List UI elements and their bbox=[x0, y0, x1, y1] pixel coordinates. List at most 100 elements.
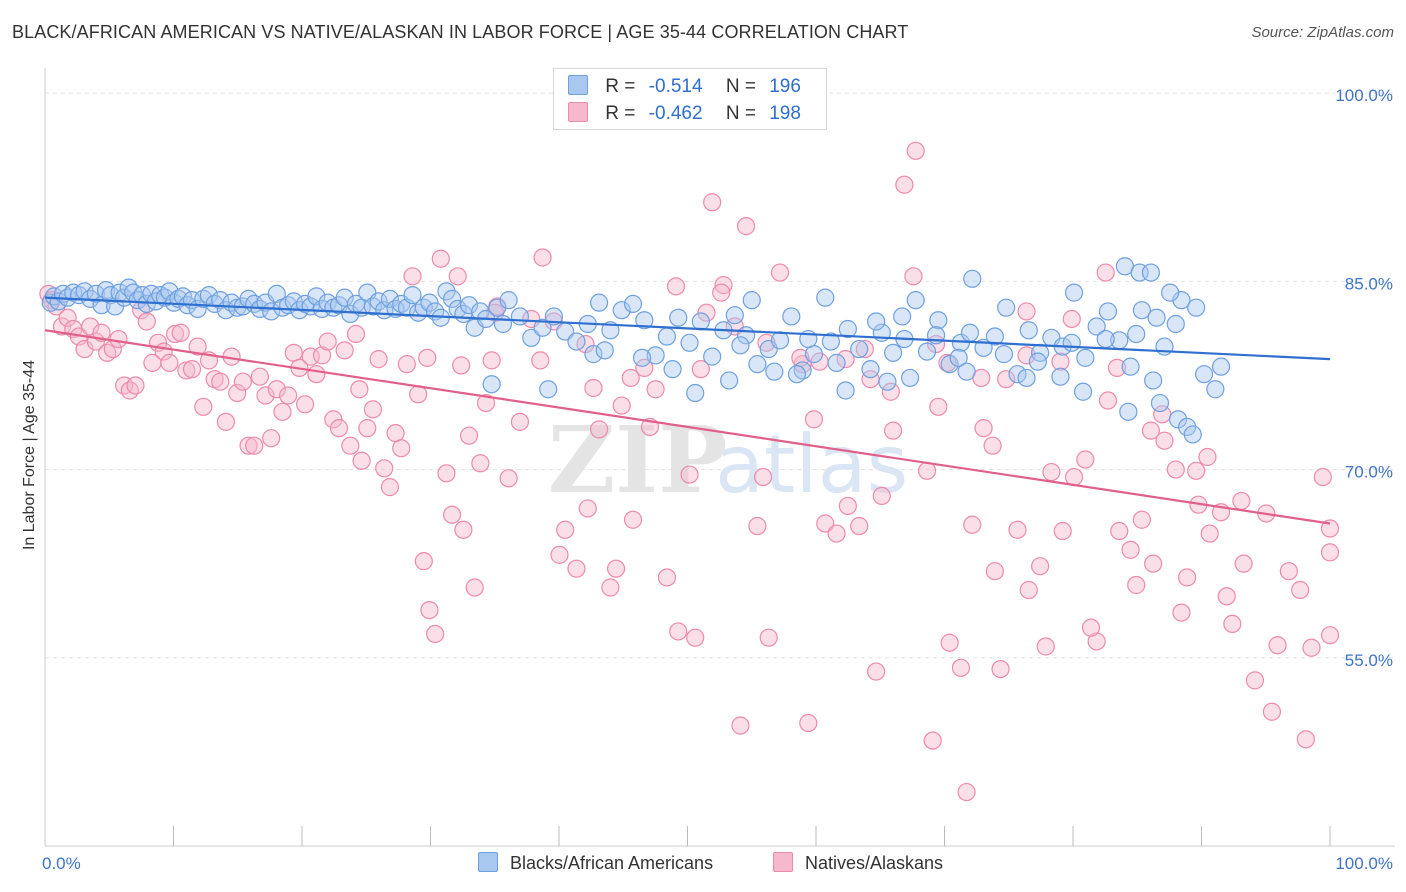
pink-point-91 bbox=[612, 396, 631, 415]
pink-point-42 bbox=[273, 402, 292, 421]
blue-point-169 bbox=[1141, 263, 1161, 282]
blue-point-185 bbox=[960, 323, 980, 342]
legend-n-value-blue: 196 bbox=[769, 76, 801, 97]
pink-point-65 bbox=[403, 267, 422, 286]
blue-point-69 bbox=[403, 286, 422, 305]
blue-point-157 bbox=[1150, 393, 1170, 413]
pink-point-167 bbox=[1127, 575, 1146, 595]
pink-point-63 bbox=[392, 439, 411, 458]
blue-point-57 bbox=[335, 288, 354, 307]
pink-point-39 bbox=[256, 386, 275, 405]
pink-point-187 bbox=[1232, 491, 1251, 511]
pink-point-122 bbox=[963, 515, 982, 534]
pink-point-44 bbox=[284, 343, 303, 362]
pink-point-185 bbox=[1141, 421, 1161, 440]
pink-point-76 bbox=[465, 578, 484, 597]
legend-row-blue: R = -0.514 N = 196 bbox=[568, 75, 801, 99]
blue-point-166 bbox=[1147, 308, 1166, 327]
legend-r-label-blue: R = bbox=[605, 76, 636, 97]
blue-point-93 bbox=[589, 293, 609, 312]
pink-point-166 bbox=[1081, 618, 1101, 637]
pink-point-23 bbox=[165, 324, 185, 344]
pink-point-124 bbox=[985, 562, 1004, 581]
blue-point-72 bbox=[420, 293, 439, 312]
source-label: Source: ZipAtlas.com bbox=[1251, 24, 1394, 41]
pink-point-103 bbox=[748, 516, 767, 536]
pink-point-32 bbox=[216, 412, 236, 431]
blue-point-96 bbox=[623, 294, 643, 314]
pink-point-138 bbox=[1144, 554, 1163, 573]
blue-point-123 bbox=[929, 311, 948, 330]
blue-point-107 bbox=[748, 355, 767, 374]
blue-point-189 bbox=[1096, 329, 1115, 349]
axes bbox=[44, 68, 1395, 847]
pink-point-162 bbox=[923, 731, 942, 750]
pink-point-31 bbox=[211, 372, 230, 391]
pink-point-109 bbox=[816, 514, 835, 533]
pink-point-43 bbox=[279, 386, 298, 405]
pink-point-37 bbox=[245, 436, 264, 455]
pink-point-48 bbox=[307, 365, 326, 384]
pink-point-95 bbox=[657, 568, 677, 587]
pink-point-143 bbox=[1200, 524, 1219, 543]
pink-point-123 bbox=[974, 419, 993, 438]
pink-point-99 bbox=[703, 193, 722, 212]
pink-point-57 bbox=[358, 419, 377, 438]
blue-point-86 bbox=[510, 307, 530, 326]
pink-point-170 bbox=[1262, 702, 1282, 721]
pink-point-27 bbox=[188, 337, 207, 356]
pink-point-97 bbox=[680, 465, 699, 484]
y-axis-label: In Labor Force | Age 35-44 bbox=[21, 360, 38, 550]
blue-point-150 bbox=[836, 381, 855, 400]
legend-row-pink: R = -0.462 N = 198 bbox=[568, 102, 801, 126]
pink-point-25 bbox=[177, 361, 196, 380]
pink-point-196 bbox=[712, 283, 731, 302]
pink-point-134 bbox=[1098, 391, 1118, 410]
pink-point-71 bbox=[437, 464, 456, 483]
pink-point-169 bbox=[1217, 587, 1236, 606]
pink-point-16 bbox=[126, 376, 145, 395]
pink-point-200 bbox=[881, 382, 900, 401]
pink-point-164 bbox=[991, 659, 1010, 679]
pink-point-150 bbox=[1279, 562, 1298, 581]
blue-point-129 bbox=[997, 298, 1016, 317]
pink-point-179 bbox=[904, 267, 923, 286]
blue-point-186 bbox=[994, 345, 1014, 364]
pink-point-88 bbox=[578, 499, 597, 518]
pink-point-89 bbox=[589, 420, 609, 439]
blue-swatch bbox=[568, 75, 588, 95]
pink-point-184 bbox=[1096, 263, 1115, 282]
pink-point-165 bbox=[1036, 637, 1055, 656]
blue-point-171 bbox=[742, 291, 761, 310]
pink-point-130 bbox=[1053, 521, 1072, 541]
blue-point-116 bbox=[850, 339, 869, 359]
blue-point-63 bbox=[369, 292, 388, 311]
pink-point-195 bbox=[666, 277, 686, 296]
pink-point-60 bbox=[375, 459, 394, 478]
y-tick-label-3: 100.0% bbox=[1335, 86, 1393, 105]
blue-point-151 bbox=[878, 372, 897, 391]
pink-point-139 bbox=[1155, 431, 1174, 450]
pink-legend-label: Natives/Alaskans bbox=[805, 853, 944, 873]
pink-point-104 bbox=[759, 628, 778, 647]
blue-point-147 bbox=[632, 348, 652, 367]
pink-point-82 bbox=[510, 412, 530, 431]
pink-point-3 bbox=[52, 317, 72, 336]
legend-r-value-blue: -0.514 bbox=[648, 76, 703, 97]
pink-point-38 bbox=[250, 367, 269, 386]
chart-title: BLACK/AFRICAN AMERICAN VS NATIVE/ALASKAN… bbox=[12, 22, 909, 42]
pink-point-141 bbox=[1178, 568, 1197, 587]
blue-point-85 bbox=[499, 291, 518, 310]
pink-point-189 bbox=[418, 348, 437, 367]
pink-point-58 bbox=[363, 400, 383, 419]
blue-point-156 bbox=[1119, 402, 1138, 421]
blue-point-103 bbox=[703, 347, 722, 366]
pink-swatch bbox=[568, 102, 588, 122]
bottom-legend-blue: Blacks/African Americans bbox=[478, 852, 713, 874]
blue-point-102 bbox=[691, 312, 710, 331]
pink-point-135 bbox=[1110, 521, 1129, 541]
blue-point-165 bbox=[1187, 298, 1206, 317]
pink-point-157 bbox=[606, 559, 626, 578]
pink-point-18 bbox=[137, 312, 156, 331]
blue-point-114 bbox=[827, 353, 846, 372]
